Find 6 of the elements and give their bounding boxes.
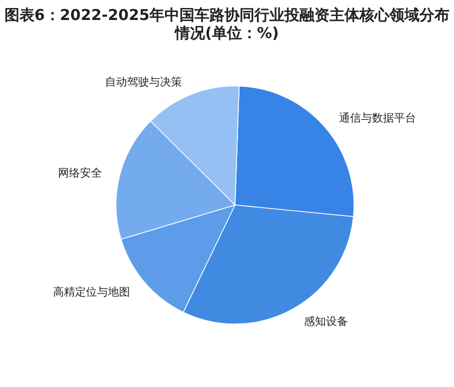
chart-title: 图表6：2022-2025年中国车路协同行业投融资主体核心领域分布情况(单位：%) [4,6,450,42]
slice-label: 感知设备 [304,314,348,328]
slice-label: 网络安全 [58,166,102,180]
slice-label: 自动驾驶与决策 [105,75,182,88]
slice-label: 高精定位与地图 [52,285,130,298]
slice-label: 通信与数据平台 [339,111,416,124]
